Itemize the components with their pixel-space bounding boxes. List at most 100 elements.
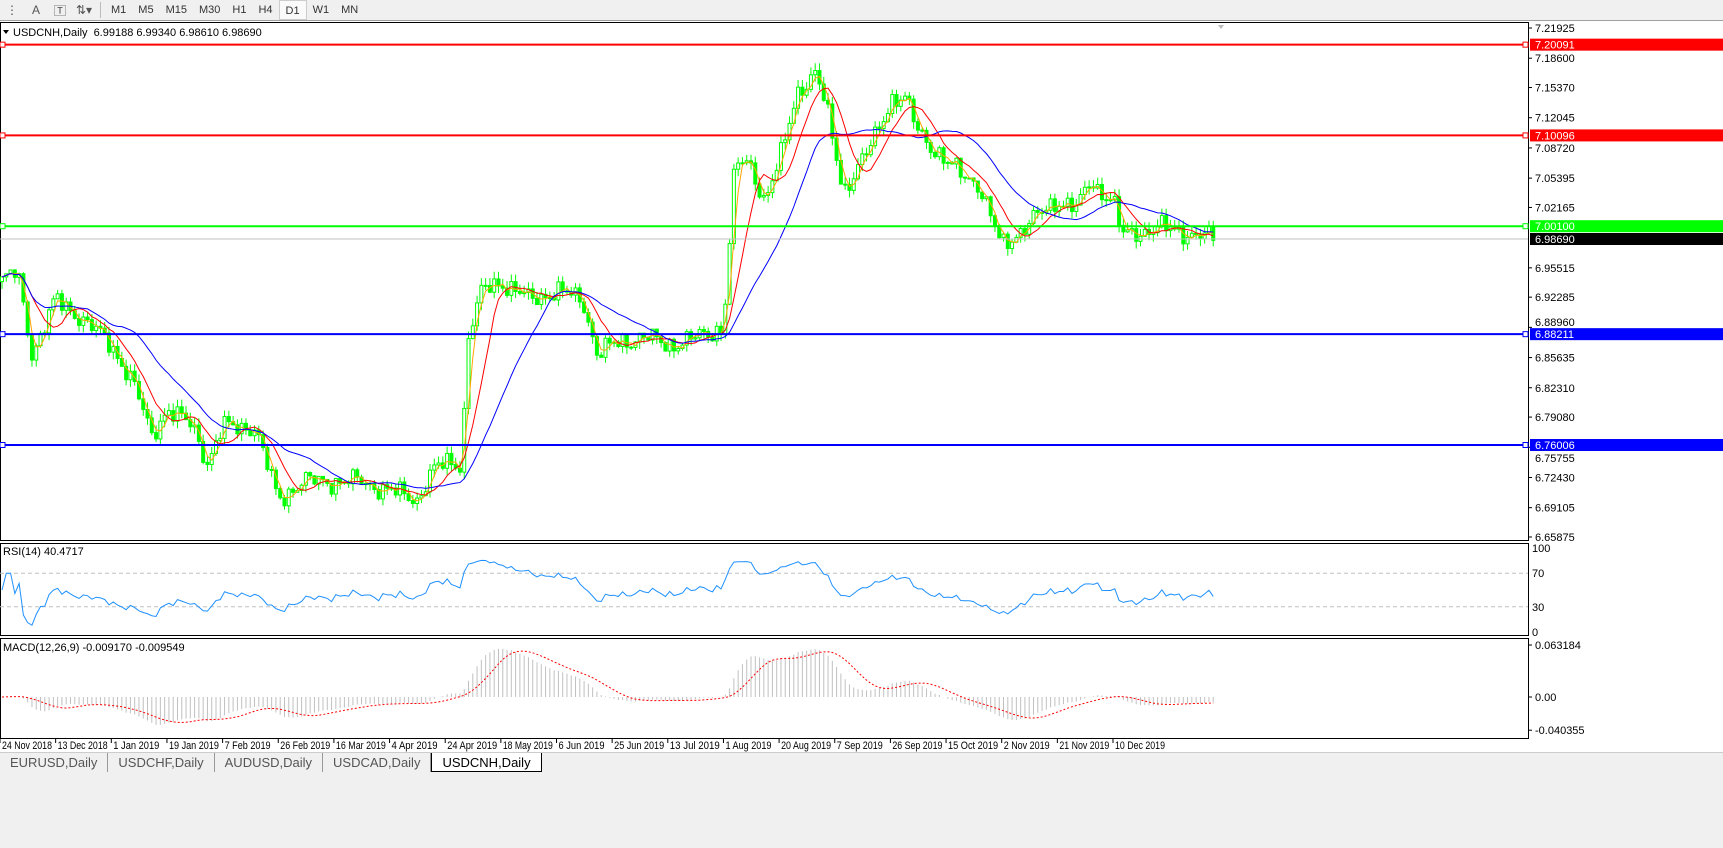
level-price-label: 6.76006 xyxy=(1535,440,1575,452)
candle-body xyxy=(201,440,206,463)
candle-body xyxy=(124,365,129,381)
candle-body xyxy=(248,429,253,437)
candle-body xyxy=(94,325,99,332)
ohlc-values: 6.99188 6.99340 6.98610 6.98690 xyxy=(94,27,262,39)
date-label: 19 Jan 2019 xyxy=(169,740,219,752)
candle-body xyxy=(321,475,325,480)
candle-body xyxy=(410,500,415,504)
timeframe-m5[interactable]: M5 xyxy=(138,4,154,16)
candle-body xyxy=(265,447,270,470)
candle-body xyxy=(920,129,925,132)
chart-tab[interactable]: USDCNH,Daily xyxy=(431,753,542,772)
price-tick-label: 6.88960 xyxy=(1535,317,1575,329)
timeframe-m1[interactable]: M1 xyxy=(111,4,127,16)
macd-label: MACD(12,26,9) -0.009170 -0.009549 xyxy=(3,642,185,654)
candle-body xyxy=(329,482,334,495)
candle-body xyxy=(676,347,681,352)
candle-body xyxy=(1010,241,1015,250)
date-label: 24 Nov 2018 xyxy=(2,740,52,752)
timeframe-h4[interactable]: H4 xyxy=(258,4,273,16)
candle-body xyxy=(1035,210,1040,213)
candle-body xyxy=(205,461,210,466)
chart-tab[interactable]: USDCHF,Daily xyxy=(108,753,215,772)
candle-body xyxy=(462,407,467,473)
level-handle xyxy=(1522,331,1529,338)
candle-body xyxy=(380,484,385,500)
toolbar: ⋮ A 🅃 ⇅▾ M1 M5 M15 M30 H1 H4 D1 W1 MN xyxy=(0,0,1723,21)
rsi-panel-frame xyxy=(0,543,1529,636)
candle-body xyxy=(783,139,788,144)
date-label: 7 Sep 2019 xyxy=(837,740,883,752)
candle-body xyxy=(1082,186,1087,196)
timeframe-d1[interactable]: D1 xyxy=(278,0,307,20)
candle-body xyxy=(308,472,313,477)
candle-body xyxy=(1005,233,1010,250)
date-label: 20 Aug 2019 xyxy=(781,740,831,752)
price-tick-label: 7.21925 xyxy=(1535,23,1575,35)
chart-area[interactable]: USDCNH,Daily 6.99188 6.99340 6.98610 6.98… xyxy=(0,22,1723,752)
candle-body xyxy=(1189,232,1194,238)
level-price-tag xyxy=(1530,328,1723,341)
level-handle xyxy=(0,132,6,139)
candle-body xyxy=(894,94,899,107)
candle-body xyxy=(607,337,612,344)
price-tick-label: 6.72430 xyxy=(1535,472,1575,484)
rsi-line xyxy=(1,559,1214,626)
arrows-icon[interactable]: ⇅▾ xyxy=(75,3,93,17)
candle-body xyxy=(1185,236,1190,245)
price-tick-label: 7.18600 xyxy=(1535,53,1575,65)
candle-body xyxy=(449,452,454,466)
candle-body xyxy=(111,346,116,353)
date-label: 26 Sep 2019 xyxy=(892,740,942,752)
date-label: 16 Mar 2019 xyxy=(336,740,386,752)
rsi-tick-label: 100 xyxy=(1532,543,1550,555)
chart-tab[interactable]: AUDUSD,Daily xyxy=(215,753,324,772)
candle-body xyxy=(599,354,604,358)
candle-body xyxy=(834,137,839,161)
text-icon[interactable]: A xyxy=(31,3,40,17)
timeframe-h1[interactable]: H1 xyxy=(232,4,247,16)
timeframe-mn[interactable]: MN xyxy=(341,4,359,16)
timeframe-w1[interactable]: W1 xyxy=(312,4,330,16)
candle-body xyxy=(1134,228,1139,242)
candle-body xyxy=(757,183,762,198)
candle-body xyxy=(808,74,813,90)
candle-body xyxy=(740,162,745,165)
candle-body xyxy=(196,424,201,442)
price-tick-label: 7.12045 xyxy=(1535,113,1575,125)
candle-body xyxy=(1052,198,1057,212)
candle-body xyxy=(282,497,287,507)
candle-body xyxy=(483,284,488,287)
candle-body xyxy=(355,469,360,478)
candle-body xyxy=(34,345,39,361)
candle-body xyxy=(376,489,381,500)
chart-tab[interactable]: EURUSD,Daily xyxy=(0,753,109,772)
macd-tick-label: 0.063184 xyxy=(1535,640,1581,652)
main-panel-frame xyxy=(0,22,1529,541)
fibonacci-fan-icon[interactable]: ⋮ xyxy=(6,3,18,17)
candle-body xyxy=(860,153,865,166)
date-label: 7 Feb 2019 xyxy=(225,740,271,752)
timeframe-m15[interactable]: M15 xyxy=(165,4,187,16)
macd-signal-line xyxy=(1,650,1214,723)
candle-body xyxy=(1065,197,1070,207)
candle-body xyxy=(85,316,90,321)
price-tick-label: 6.65875 xyxy=(1535,532,1575,544)
date-label: 4 Apr 2019 xyxy=(392,740,438,752)
text-label-icon[interactable]: 🅃 xyxy=(53,3,66,18)
candle-body xyxy=(736,162,741,170)
chart-tab[interactable]: USDCAD,Daily xyxy=(323,753,432,772)
candle-body xyxy=(560,281,565,292)
candle-body xyxy=(372,482,377,491)
level-price-label: 6.88211 xyxy=(1535,329,1574,341)
candle-body xyxy=(1164,215,1169,232)
candle-body xyxy=(868,145,873,156)
date-label: 10 Dec 2019 xyxy=(1115,740,1165,752)
timeframe-m30[interactable]: M30 xyxy=(198,4,221,16)
candle-body xyxy=(0,276,4,283)
level-price-tag xyxy=(1530,220,1723,233)
level-price-tag xyxy=(1530,38,1723,51)
date-label: 1 Jan 2019 xyxy=(113,740,159,752)
candle-body xyxy=(864,153,869,156)
candle-body xyxy=(21,273,26,303)
